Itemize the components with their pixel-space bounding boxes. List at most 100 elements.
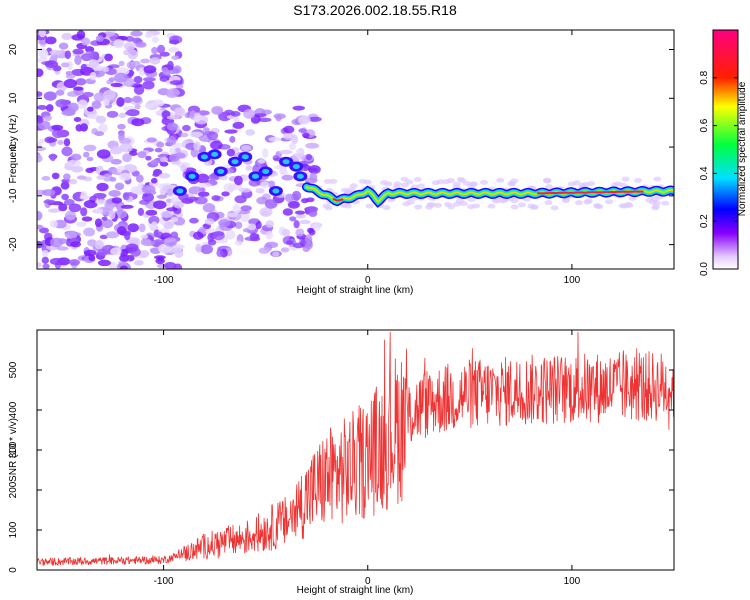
noise-blob [76,221,87,227]
signal-blob [261,211,270,217]
noise-blob [114,182,125,191]
signal-blob [180,164,187,173]
halo-blob [510,204,519,210]
colorbar-tick-label: 0.6 [699,118,710,132]
noise-blob [80,63,88,72]
noise-blob [63,138,71,147]
signal-blob [211,106,224,115]
snr-y-tick: 100 [8,521,674,538]
noise-blob [108,77,116,82]
snr-x-tick: 100 [564,330,581,587]
noise-blob [98,123,108,133]
noise-blob [49,153,56,162]
noise-blob [113,38,125,49]
halo-blob [628,195,637,201]
signal-blob [233,117,240,123]
halo-blob [634,177,643,183]
noise-blob [89,71,97,81]
noise-blob [61,146,73,157]
halo-blob [581,181,590,187]
noise-blob [95,199,108,205]
colorbar-label: Normalized spectral amplitude [737,81,748,216]
spectrogram-ridge [302,182,674,208]
snr-y-tick-label: 100 [8,521,19,538]
noise-blob [38,30,47,38]
noise-blob [75,78,87,86]
noise-blob [162,69,172,75]
halo-blob [329,178,338,184]
signal-blob [202,203,216,213]
spectrogram-y-tick: 10 [8,92,674,104]
noise-blob [106,110,119,118]
noise-blob [105,231,119,239]
colorbar-tick: 0.6 [699,118,738,133]
noise-blob [118,254,130,262]
signal-blob [279,149,293,155]
noise-blob [146,137,157,143]
snr-x-tick-label: 0 [365,576,371,587]
noise-blob [56,246,69,251]
signal-blob [192,231,204,240]
halo-blob [574,200,583,206]
noise-blob [77,99,88,110]
spectrogram-y-tick: -10 [8,188,674,203]
signal-cluster-core [292,164,300,170]
signal-blob [275,114,282,122]
signal-blob [189,131,203,138]
snr-y-ticks: 0 100 200 300 400 500 [8,361,674,573]
signal-blob [180,132,189,138]
signal-blob [193,141,201,151]
noise-blob [49,220,58,228]
snr-x-tick-label: 100 [564,576,581,587]
noise-blob [127,223,140,233]
halo-blob [518,202,527,208]
noise-blob [102,97,110,106]
noise-blob [119,143,133,153]
halo-blob [661,200,670,206]
noise-blob [145,155,152,161]
signal-blob [224,129,238,134]
noise-blob [110,158,122,165]
signal-blob [189,217,199,224]
snr-series-line [37,331,674,567]
signal-blob [245,129,256,136]
signal-cluster-core [211,151,219,157]
signal-blob [305,153,313,161]
noise-blob [50,237,64,248]
noise-blob [88,59,100,68]
signal-blob [295,213,306,219]
spectrogram-x-tick: -100 [154,30,174,286]
noise-blob [110,82,123,88]
noise-blob [97,259,111,267]
noise-blob [87,106,94,112]
noise-blob [167,60,174,71]
noise-blob [72,48,84,55]
noise-blob [63,173,71,181]
noise-blob [169,80,183,86]
colorbar-tick: 0.4 [699,166,738,180]
snr-xlabel: Height of straight line (km) [297,585,414,596]
spectrogram-noise [37,30,674,269]
signal-cluster-core [176,188,184,194]
noise-blob [83,144,97,152]
signal-blob [166,115,180,120]
noise-blob [134,104,141,110]
signal-blob [234,221,243,229]
chart-title: S173.2026.002.18.55.R18 [293,2,457,18]
signal-cluster-core [296,173,304,179]
signal-blob [311,223,321,231]
halo-blob [400,182,409,188]
noise-blob [94,239,104,250]
signal-blob [160,210,174,218]
noise-blob [168,39,180,45]
signal-blob [308,164,321,174]
halo-blob [543,178,552,184]
noise-blob [68,203,82,213]
noise-blob [61,109,76,116]
signal-blob [267,180,276,188]
noise-blob [108,209,116,220]
signal-blob [298,115,311,125]
noise-blob [137,151,147,159]
signal-blob [293,220,300,229]
noise-blob [164,261,177,269]
